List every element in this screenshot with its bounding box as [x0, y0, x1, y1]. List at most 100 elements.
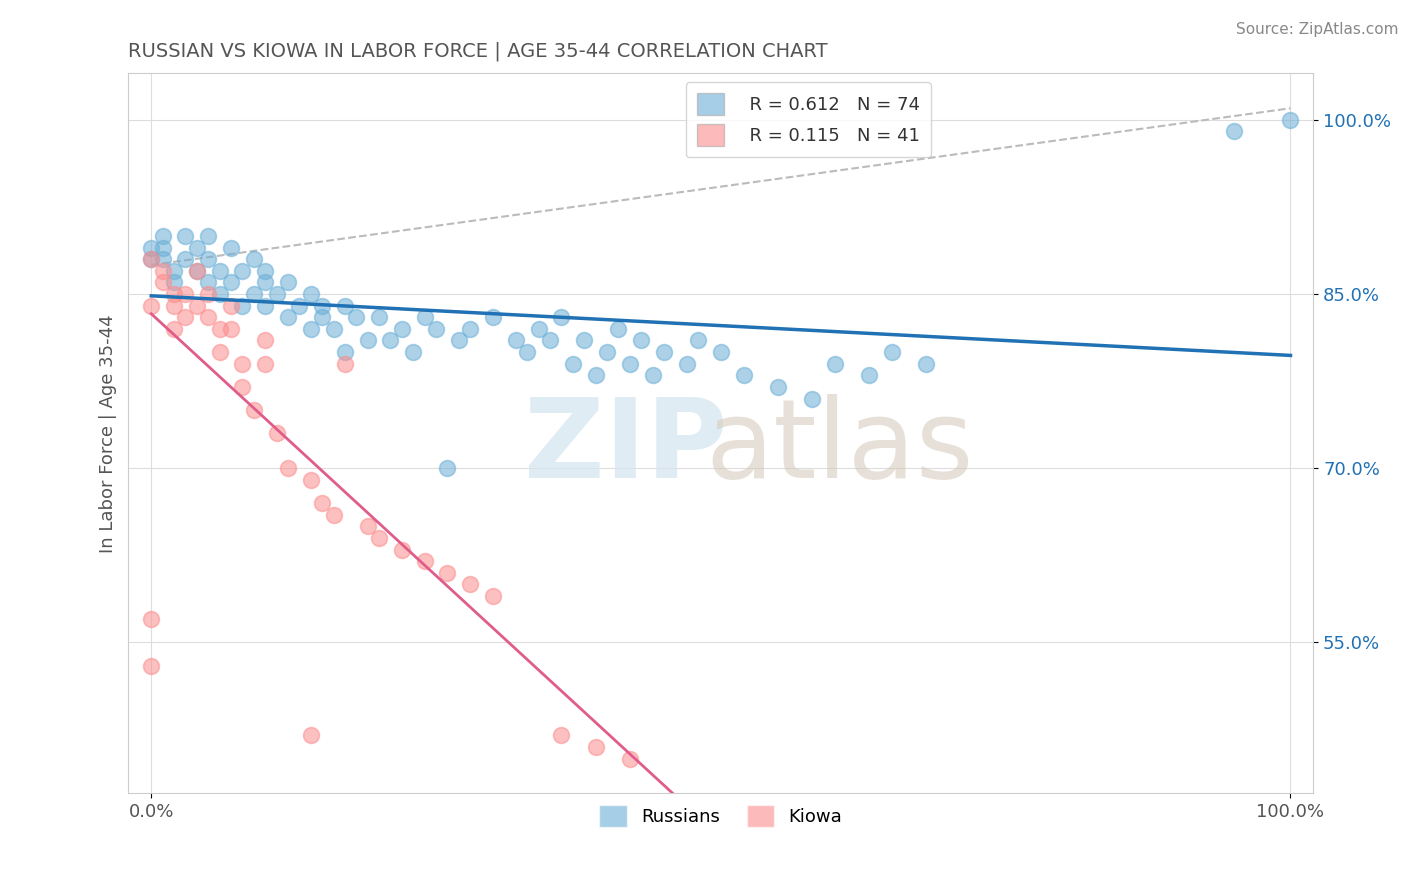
Point [152, 276, 174, 290]
Point [174, 287, 197, 301]
Point [163, 322, 186, 336]
Point [801, 392, 824, 406]
Point [163, 264, 186, 278]
Point [266, 426, 288, 441]
Point [413, 310, 436, 325]
Text: atlas: atlas [704, 394, 973, 501]
Point [288, 299, 311, 313]
Point [368, 531, 391, 545]
Point [652, 345, 675, 359]
Point [163, 276, 186, 290]
Point [344, 310, 367, 325]
Point [413, 554, 436, 568]
Point [333, 357, 356, 371]
Point [299, 287, 322, 301]
Point [152, 241, 174, 255]
Point [219, 241, 242, 255]
Text: Source: ZipAtlas.com: Source: ZipAtlas.com [1236, 22, 1399, 37]
Point [710, 345, 733, 359]
Point [186, 264, 208, 278]
Point [243, 252, 266, 267]
Point [231, 299, 253, 313]
Point [675, 357, 697, 371]
Point [311, 299, 333, 313]
Point [219, 322, 242, 336]
Point [231, 357, 253, 371]
Point [141, 252, 163, 267]
Point [141, 612, 163, 626]
Point [550, 728, 572, 742]
Point [505, 334, 527, 348]
Point [277, 461, 299, 475]
Point [174, 229, 197, 244]
Point [219, 276, 242, 290]
Point [607, 322, 630, 336]
Point [208, 287, 231, 301]
Point [585, 368, 607, 383]
Point [152, 264, 174, 278]
Point [299, 473, 322, 487]
Point [311, 496, 333, 510]
Point [141, 658, 163, 673]
Point [208, 322, 231, 336]
Point [357, 519, 380, 533]
Point [458, 577, 481, 591]
Point [482, 310, 505, 325]
Point [538, 334, 561, 348]
Legend: Russians, Kiowa: Russians, Kiowa [592, 798, 849, 835]
Text: ZIP: ZIP [524, 394, 728, 501]
Point [516, 345, 538, 359]
Point [766, 380, 789, 394]
Point [333, 299, 356, 313]
Point [231, 380, 253, 394]
Point [619, 751, 641, 765]
Point [561, 357, 583, 371]
Point [482, 589, 505, 603]
Point [208, 345, 231, 359]
Point [447, 334, 470, 348]
Point [333, 345, 356, 359]
Point [254, 299, 277, 313]
Point [186, 299, 208, 313]
Point [197, 310, 219, 325]
Point [254, 264, 277, 278]
Point [186, 264, 208, 278]
Point [163, 287, 186, 301]
Point [915, 357, 938, 371]
Point [299, 728, 322, 742]
Point [596, 345, 619, 359]
Point [277, 276, 299, 290]
Point [380, 334, 402, 348]
Point [163, 299, 186, 313]
Point [880, 345, 903, 359]
Point [1279, 112, 1302, 127]
Point [197, 276, 219, 290]
Point [141, 252, 163, 267]
Point [174, 252, 197, 267]
Point [197, 229, 219, 244]
Point [368, 310, 391, 325]
Point [152, 252, 174, 267]
Point [391, 542, 413, 557]
Point [197, 252, 219, 267]
Point [641, 368, 664, 383]
Point [858, 368, 880, 383]
Point [197, 287, 219, 301]
Point [402, 345, 425, 359]
Point [254, 357, 277, 371]
Point [311, 310, 333, 325]
Point [436, 566, 458, 580]
Point [266, 287, 288, 301]
Point [254, 334, 277, 348]
Point [458, 322, 481, 336]
Point [322, 322, 344, 336]
Point [186, 241, 208, 255]
Point [299, 322, 322, 336]
Point [585, 739, 607, 754]
Point [243, 287, 266, 301]
Point [436, 461, 458, 475]
Point [141, 241, 163, 255]
Point [630, 334, 652, 348]
Y-axis label: In Labor Force | Age 35-44: In Labor Force | Age 35-44 [100, 314, 117, 553]
Point [824, 357, 846, 371]
